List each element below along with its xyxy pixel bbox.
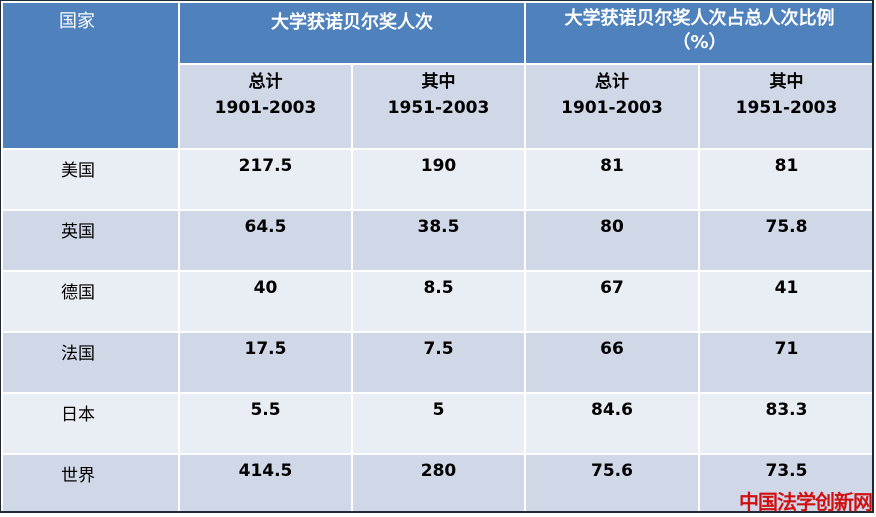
- table-row: 德国 40 8.5 67 41: [1, 270, 872, 333]
- value-cell: 40: [178, 270, 353, 333]
- value-cell: 84.6: [524, 392, 700, 455]
- value-cell: 41: [698, 270, 872, 333]
- sub-header-total-ratio: 总计 1901-2003: [524, 63, 700, 150]
- value-cell: 5: [351, 392, 526, 455]
- value-cell: 38.5: [351, 209, 526, 272]
- sub-header-label: 总计: [595, 72, 629, 92]
- value-cell: 8.5: [351, 270, 526, 333]
- value-cell: 64.5: [178, 209, 353, 272]
- sub-header-since-1951-ratio: 其中 1951-2003: [698, 63, 872, 150]
- prize-count-group-header: 大学获诺贝尔奖人次: [178, 1, 526, 65]
- country-cell: 德国: [1, 270, 180, 333]
- table-row: 日本 5.5 5 84.6 83.3: [1, 392, 872, 455]
- sub-header-label: 其中: [769, 72, 804, 92]
- value-cell: 217.5: [178, 148, 353, 211]
- value-cell: 75.8: [698, 209, 872, 272]
- sub-header-label: 其中: [421, 72, 456, 92]
- value-cell: 83.3: [698, 392, 872, 455]
- country-cell: 日本: [1, 392, 180, 455]
- prize-ratio-group-header: 大学获诺贝尔奖人次占总人次比例 （%）: [524, 1, 872, 65]
- value-cell: 80: [524, 209, 700, 272]
- sub-header-years: 1951-2003: [387, 98, 490, 118]
- value-cell: 81: [698, 148, 872, 211]
- value-cell: 17.5: [178, 331, 353, 394]
- sub-header-total-count: 总计 1901-2003: [178, 63, 353, 150]
- prize-ratio-header-line2: （%）: [672, 32, 727, 53]
- value-cell: 414.5: [178, 453, 353, 511]
- country-cell: 世界: [1, 453, 180, 511]
- value-cell: 280: [351, 453, 526, 511]
- value-cell: 5.5: [178, 392, 353, 455]
- country-cell: 美国: [1, 148, 180, 211]
- site-watermark: 中国法学创新网: [739, 490, 873, 514]
- value-cell: 73.5: [698, 453, 872, 511]
- value-cell: 7.5: [351, 331, 526, 394]
- sub-header-years: 1901-2003: [214, 98, 317, 118]
- sub-header-since-1951-count: 其中 1951-2003: [351, 63, 526, 150]
- sub-header-years: 1951-2003: [735, 98, 838, 118]
- table-row: 英国 64.5 38.5 80 75.8: [1, 209, 872, 272]
- prize-ratio-header-line1: 大学获诺贝尔奖人次占总人次比例: [564, 8, 835, 29]
- table-row: 世界 414.5 280 75.6 73.5: [1, 453, 872, 511]
- sub-header-years: 1901-2003: [561, 98, 663, 118]
- value-cell: 190: [351, 148, 526, 211]
- value-cell: 66: [524, 331, 700, 394]
- sub-header-label: 总计: [248, 72, 283, 92]
- value-cell: 67: [524, 270, 700, 333]
- value-cell: 71: [698, 331, 872, 394]
- country-column-header: 国家: [1, 1, 180, 150]
- value-cell: 81: [524, 148, 700, 211]
- table-row: 法国 17.5 7.5 66 71: [1, 331, 872, 394]
- value-cell: 75.6: [524, 453, 700, 511]
- table-row: 美国 217.5 190 81 81: [1, 148, 872, 211]
- country-cell: 英国: [1, 209, 180, 272]
- country-cell: 法国: [1, 331, 180, 394]
